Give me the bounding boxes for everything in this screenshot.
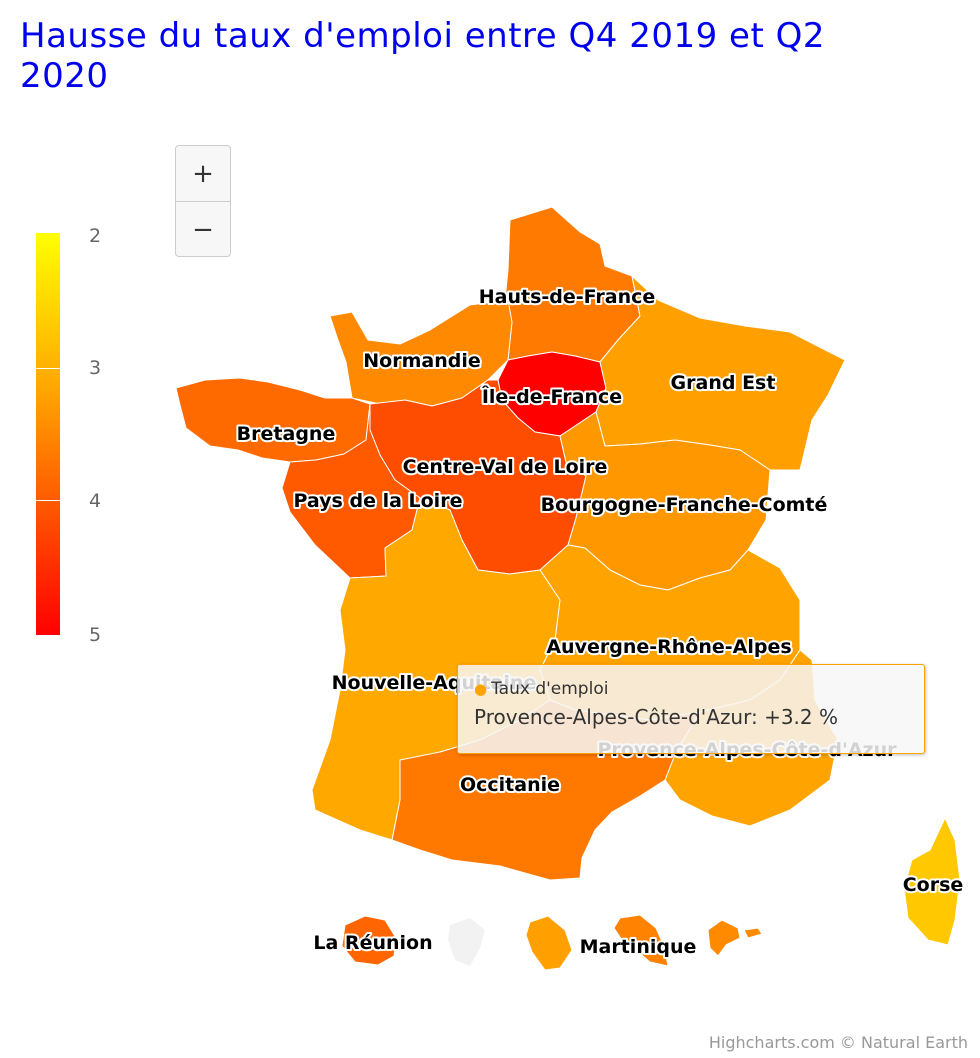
series-dot-icon: ● (474, 680, 488, 698)
region-bretagne[interactable] (175, 377, 371, 463)
region-martinique[interactable] (613, 914, 669, 967)
legend-tick-label: 4 (89, 490, 102, 512)
legend-tick-label: 3 (89, 357, 102, 379)
legend-tick (36, 368, 60, 369)
region-la-reunion[interactable] (341, 915, 397, 966)
region-label-grand-est: Grand Est (671, 372, 776, 394)
region-guadeloupe[interactable] (707, 919, 763, 957)
credits-link[interactable]: Highcharts.com © Natural Earth (708, 1033, 968, 1052)
region-label-hauts-de-france: Hauts-de-France (479, 286, 656, 308)
region-mayotte (448, 918, 485, 966)
region-label-bourgogne-franche-comte: Bourgogne-Franche-Comté (541, 494, 828, 516)
tooltip-series-row: ● Taux d'emploi (474, 679, 908, 699)
zoom-in-button[interactable]: + (192, 158, 214, 189)
region-label-ile-de-france: Île-de-France (482, 385, 622, 408)
region-label-martinique: Martinique (580, 936, 697, 958)
region-guyane[interactable] (525, 915, 573, 971)
region-corse[interactable] (903, 817, 961, 946)
tooltip-series-name: Taux d'emploi (491, 679, 609, 699)
region-label-centre-val-de-loire: Centre-Val de Loire (403, 456, 608, 478)
region-label-normandie: Normandie (363, 350, 480, 372)
map-title: Hausse du taux d'emploi entre Q4 2019 et… (20, 16, 825, 96)
legend-tick (36, 500, 60, 501)
region-normandie[interactable] (329, 299, 513, 407)
region-label-bretagne: Bretagne (237, 423, 336, 445)
color-axis-gradient (36, 233, 60, 635)
region-label-la-reunion: La Réunion (313, 932, 432, 954)
region-label-corse: Corse (903, 874, 964, 896)
legend-tick-label: 2 (89, 225, 102, 247)
zoom-controls: + − (175, 145, 231, 257)
legend-tick-label: 5 (89, 624, 102, 646)
region-label-auvergne-rhone-alpes: Auvergne-Rhône-Alpes (546, 636, 791, 658)
zoom-out-button[interactable]: − (176, 201, 230, 256)
map-tooltip: ● Taux d'emploi Provence-Alpes-Côte-d'Azu… (457, 664, 925, 754)
region-label-pays-de-la-loire: Pays de la Loire (294, 490, 463, 512)
tooltip-point-text: Provence-Alpes-Côte-d'Azur: +3.2 % (474, 705, 839, 729)
region-label-occitanie: Occitanie (460, 774, 560, 796)
region-labels: Hauts-de-France Normandie Île-de-France … (235, 284, 966, 960)
